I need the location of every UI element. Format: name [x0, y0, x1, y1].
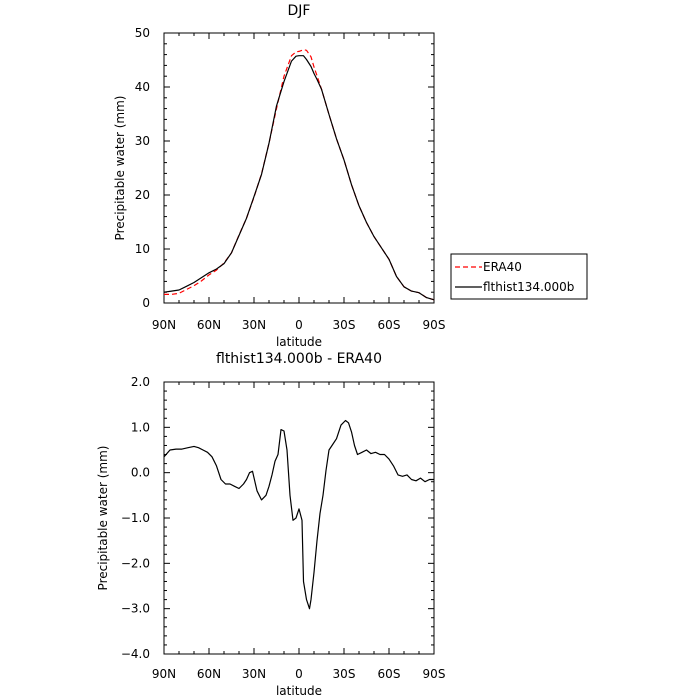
- bottom-x-axis-label: latitude: [276, 684, 322, 698]
- bottom-plot-frame: [163, 381, 435, 655]
- bottom-x-tick-label: 90S: [423, 667, 446, 681]
- bottom-y-tick-label: 0.0: [131, 466, 150, 480]
- bottom-series-line-0: [163, 419, 434, 610]
- top-plot-frame: [163, 32, 435, 304]
- bottom-series-lines: [163, 419, 434, 610]
- legend-label-flthist: flthist134.000b: [483, 280, 574, 294]
- top-series-line-0: [164, 49, 435, 301]
- bottom-axis-ticks: 90N 60N 30N 0 30S 60S 90S 2.0 1.0 0.0 −1.0 −2.0 −3.0…: [121, 375, 446, 681]
- bottom-x-tick-label: 30N: [242, 667, 266, 681]
- bottom-x-tick-label: 90N: [152, 667, 176, 681]
- top-x-tick-label: 0: [295, 318, 303, 332]
- top-panel: DJF 90N 60N 30N 0 30S 60S 90S 0 10 20 30 40 50 latit…: [113, 3, 445, 349]
- bottom-y-tick-label: −1.0: [121, 511, 150, 525]
- top-x-axis-label: latitude: [276, 335, 322, 349]
- top-y-tick-label: 0: [142, 296, 150, 310]
- bottom-x-tick-label: 60N: [197, 667, 221, 681]
- top-x-tick-label: 60S: [378, 318, 401, 332]
- legend: ERA40 flthist134.000b: [450, 253, 588, 300]
- bottom-y-tick-label: 1.0: [131, 420, 150, 434]
- top-chart-title: DJF: [288, 3, 311, 19]
- top-y-tick-label: 20: [135, 188, 150, 202]
- bottom-x-tick-label: 30S: [333, 667, 356, 681]
- top-y-tick-label: 10: [135, 242, 150, 256]
- top-x-tick-label: 60N: [197, 318, 221, 332]
- top-series-line-1: [163, 55, 435, 301]
- bottom-y-tick-label: −2.0: [121, 556, 150, 570]
- top-y-axis-label: Precipitable water (mm): [113, 96, 127, 241]
- legend-box: [450, 253, 588, 300]
- bottom-x-tick-label: 0: [295, 667, 303, 681]
- top-y-tick-label: 30: [135, 134, 150, 148]
- bottom-panel: flthist134.000b - ERA40 90N 60N 30N 0 30S 60S…: [96, 351, 445, 698]
- top-x-tick-label: 90S: [423, 318, 446, 332]
- bottom-x-tick-label: 60S: [378, 667, 401, 681]
- bottom-chart-title: flthist134.000b - ERA40: [216, 351, 382, 367]
- top-axis-ticks: 90N 60N 30N 0 30S 60S 90S 0 10 20 30 40 50: [135, 26, 446, 332]
- bottom-y-tick-label: 2.0: [131, 375, 150, 389]
- top-x-tick-label: 30S: [333, 318, 356, 332]
- bottom-y-axis-label: Precipitable water (mm): [96, 446, 110, 591]
- top-y-tick-label: 40: [135, 80, 150, 94]
- top-series-lines: [163, 49, 435, 301]
- top-x-tick-label: 90N: [152, 318, 176, 332]
- bottom-y-tick-label: −3.0: [121, 602, 150, 616]
- top-y-tick-label: 50: [135, 26, 150, 40]
- top-x-tick-label: 30N: [242, 318, 266, 332]
- legend-label-era40: ERA40: [483, 260, 522, 274]
- bottom-y-tick-label: −4.0: [121, 647, 150, 661]
